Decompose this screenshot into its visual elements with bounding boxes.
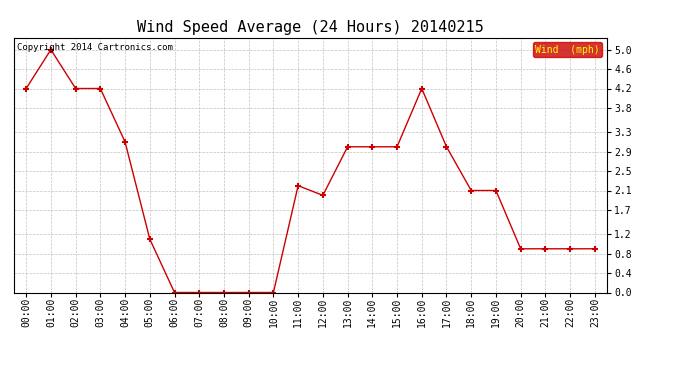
- Legend: Wind  (mph): Wind (mph): [533, 42, 602, 57]
- Text: Copyright 2014 Cartronics.com: Copyright 2014 Cartronics.com: [17, 43, 172, 52]
- Title: Wind Speed Average (24 Hours) 20140215: Wind Speed Average (24 Hours) 20140215: [137, 20, 484, 35]
